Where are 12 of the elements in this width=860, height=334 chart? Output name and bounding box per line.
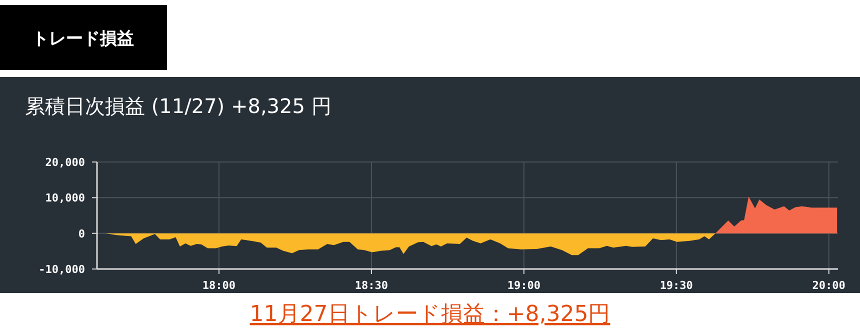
y-tick-label: 20,000	[45, 156, 85, 169]
y-tick-label: 10,000	[45, 192, 85, 205]
chart-title: 累積日次損益 (11/27) +8,325 円	[25, 94, 332, 118]
y-tick-label: 0	[78, 227, 85, 240]
header: トレード損益	[0, 5, 167, 70]
x-tick-label: 18:00	[202, 279, 236, 292]
x-tick-label: 18:30	[354, 279, 388, 292]
y-tick-label: -10,000	[38, 263, 85, 276]
text: 11月27日トレード損益：+8,325円	[250, 302, 610, 327]
x-tick-label: 19:00	[507, 279, 540, 292]
x-tick-label: 19:30	[660, 279, 693, 292]
x-tick-label: 20:00	[812, 279, 846, 292]
